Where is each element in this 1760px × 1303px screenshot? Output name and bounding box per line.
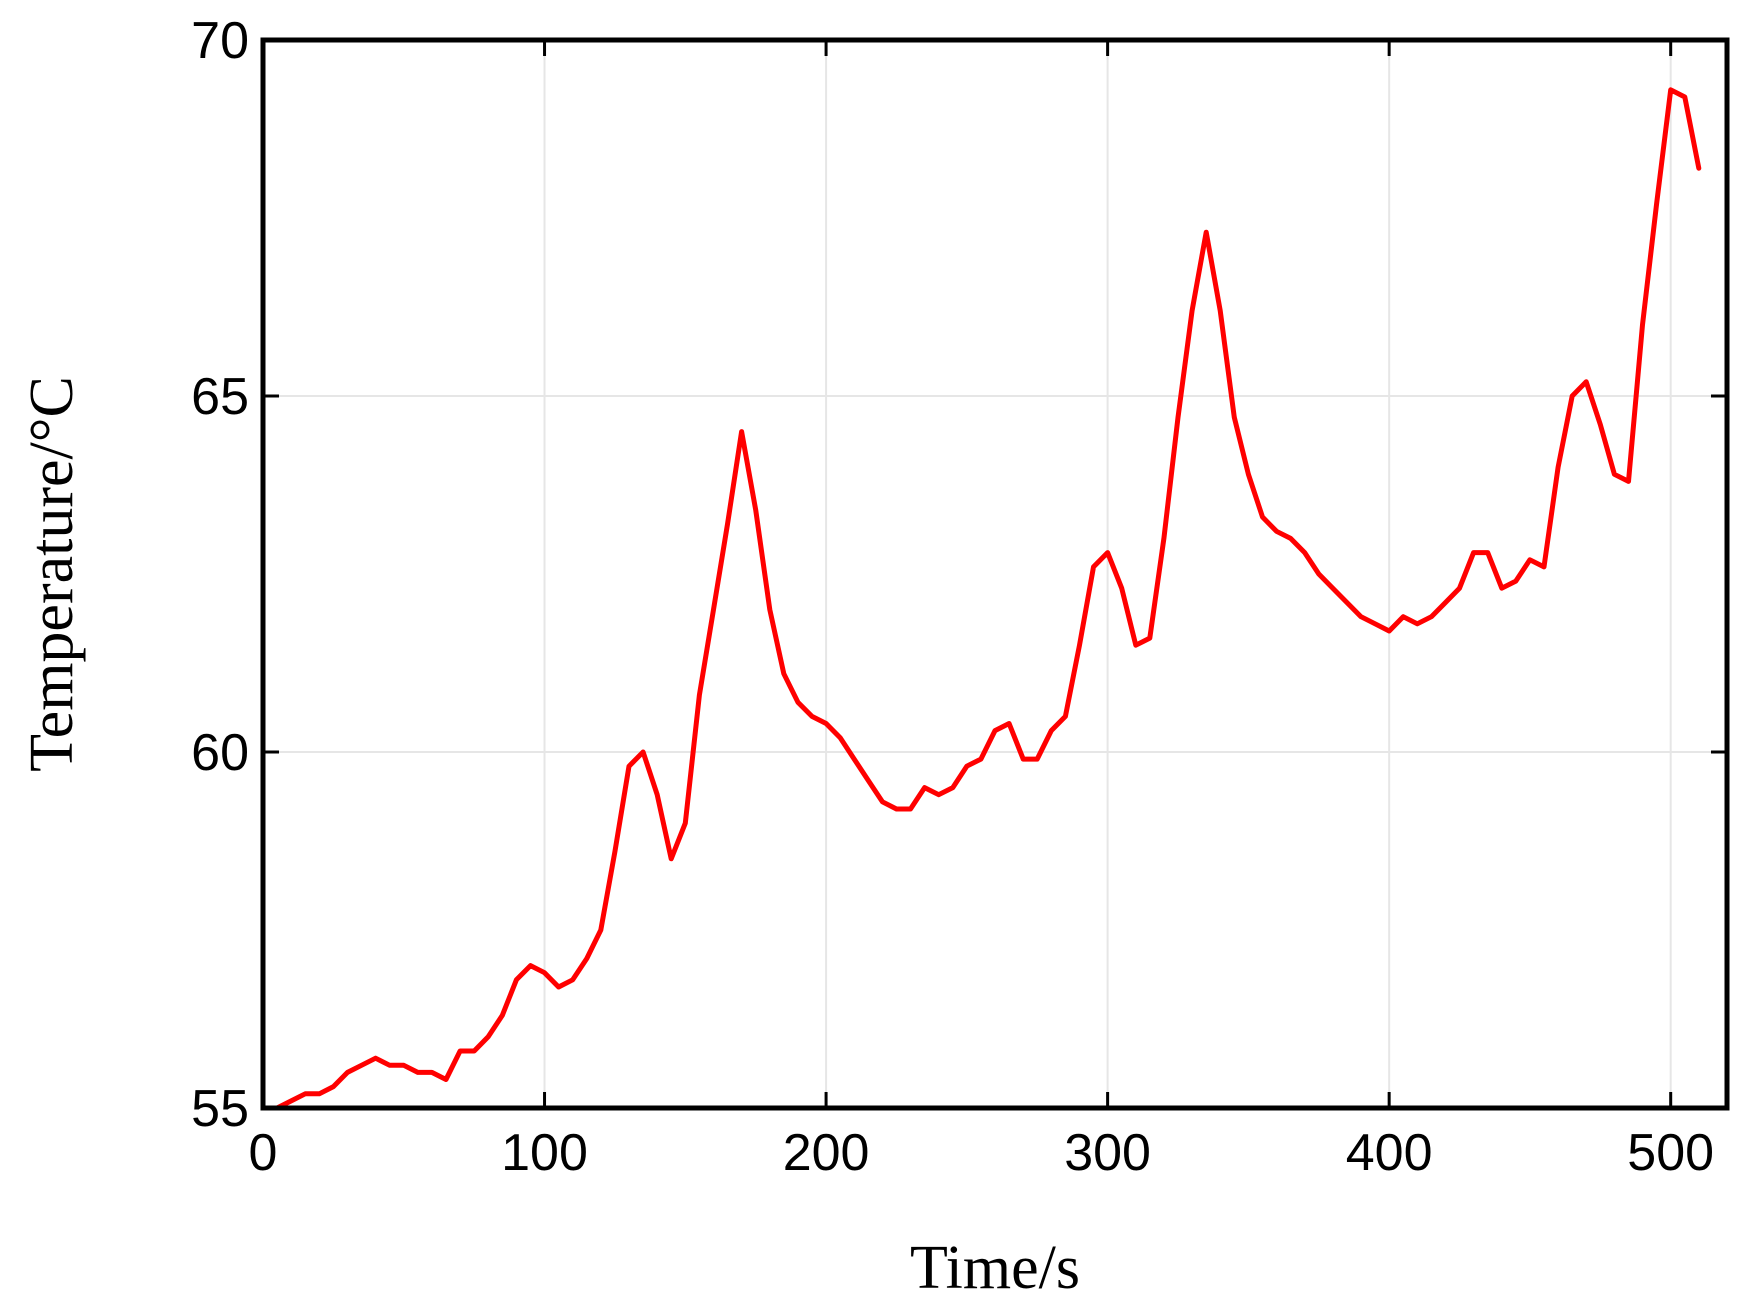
- x-tick-labels: 0 100 200 300 400 500: [249, 1124, 1715, 1182]
- grid-lines: [262, 39, 1727, 1109]
- x-tick-label: 500: [1627, 1124, 1714, 1182]
- x-tick-label: 400: [1346, 1124, 1433, 1182]
- x-tick-label: 200: [783, 1124, 870, 1182]
- x-tick-label: 100: [501, 1124, 588, 1182]
- y-tick-label: 65: [191, 368, 249, 426]
- x-axis-title: Time/s: [910, 1234, 1080, 1302]
- x-tick-label: 0: [249, 1124, 278, 1182]
- y-axis-title: Temperature/°C: [18, 376, 86, 772]
- plot-frame: [260, 37, 1730, 1111]
- y-tick-label: 70: [191, 12, 249, 70]
- x-tick-label: 300: [1064, 1124, 1151, 1182]
- y-tick-labels: 55 60 65 70: [191, 12, 249, 1138]
- y-tick-label: 55: [191, 1080, 249, 1138]
- series-line-0: [260, 87, 1702, 1111]
- series-layer: [260, 87, 1702, 1111]
- axis-ticks: [261, 38, 1727, 1110]
- y-tick-label: 60: [191, 724, 249, 782]
